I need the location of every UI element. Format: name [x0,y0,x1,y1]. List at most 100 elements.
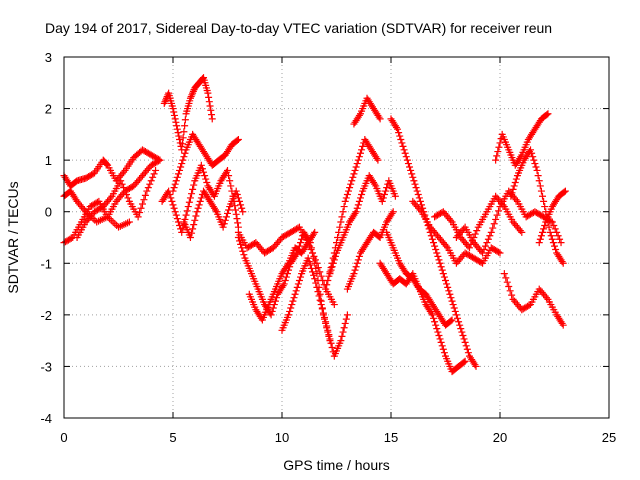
data-point [143,187,151,195]
data-point [280,280,288,288]
data-point [432,246,440,254]
data-point [431,242,439,250]
data-point [200,168,208,176]
data-point [399,142,407,150]
data-point [167,194,175,202]
data-point [152,166,160,174]
data-point [352,163,360,171]
data-point [319,309,327,317]
data-point [336,223,344,231]
data-point [342,194,350,202]
data-point [413,187,421,195]
data-point [505,282,513,290]
data-point [340,203,348,211]
data-point [198,165,206,173]
data-point [356,194,364,202]
series-track-14 [326,172,399,278]
data-point [503,278,511,286]
data-point [283,261,291,269]
data-point [178,228,186,236]
data-point [173,122,181,130]
chart-title: Day 194 of 2017, Sidereal Day-to-day VTE… [45,20,552,36]
data-point [518,228,526,236]
data-point [196,197,204,205]
data-point [484,235,492,243]
series-track-8 [180,187,247,241]
data-point [310,252,318,260]
data-point [174,129,182,137]
data-point [199,74,207,82]
data-point [207,106,215,114]
data-point [527,146,535,154]
data-point [508,291,516,299]
data-point [206,102,214,110]
data-point [537,187,545,195]
data-point [314,264,322,272]
data-point [559,259,567,267]
data-point [290,294,298,302]
data-point [551,225,559,233]
data-point [309,249,317,257]
data-point [273,294,281,302]
data-point [436,259,444,267]
data-point [197,194,205,202]
data-point [194,204,202,212]
data-point [171,208,179,216]
data-point [432,321,440,329]
data-point [341,319,349,327]
data-point [343,311,351,319]
data-point [494,148,502,156]
data-point [398,139,406,147]
data-point [493,211,501,219]
data-point [447,317,455,325]
data-point [540,225,548,233]
y-tick-label: 3 [45,50,52,65]
data-point [455,318,463,326]
data-point [269,304,277,312]
data-point [543,294,551,302]
y-tick-label: -3 [40,359,52,374]
data-point [188,190,196,198]
data-point [438,342,446,350]
data-point [389,208,397,216]
data-point [449,301,457,309]
series-track-26 [535,187,569,247]
data-point [107,194,115,202]
data-point [539,192,547,200]
data-point [117,177,125,185]
data-point [461,357,469,365]
series-track-15 [343,208,397,293]
data-point [359,142,367,150]
ticks-layer: 0 5 10 15 20 25 -4 -3 -2 -1 0 1 2 3 [40,50,616,445]
data-point [460,335,468,343]
data-point [541,221,549,229]
data-point [156,156,164,164]
data-point [395,129,403,137]
data-point [496,249,504,257]
data-point [235,197,243,205]
data-point [511,178,519,186]
data-point [224,209,231,217]
series-track-16 [350,94,384,128]
data-point [313,259,321,267]
data-point [344,187,352,195]
data-point [233,215,241,223]
data-point [294,280,302,288]
data-point [411,180,419,188]
series-track-25 [500,270,567,329]
data-point [237,201,245,209]
data-point [233,191,241,199]
data-point [439,270,447,278]
series-track-11 [245,228,319,324]
data-point [543,111,551,119]
data-point [169,105,177,113]
data-point [427,232,435,240]
data-point [314,288,322,296]
data-point [550,221,558,229]
data-point [493,152,501,160]
data-point [234,194,242,202]
data-point [351,266,359,274]
data-point [203,178,211,186]
data-point [279,282,287,290]
data-point [235,237,243,245]
